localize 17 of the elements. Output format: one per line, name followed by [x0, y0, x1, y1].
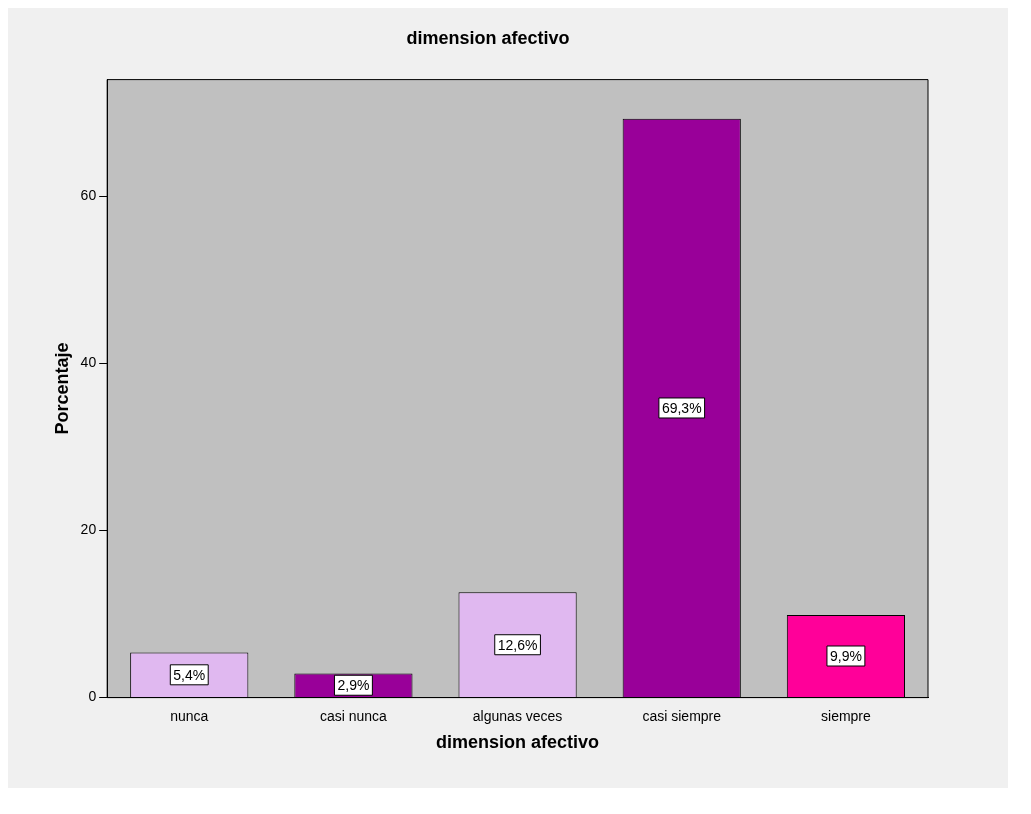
x-tick-label: casi siempre	[642, 707, 722, 724]
x-tick-label: algunas veces	[472, 707, 563, 724]
chart-title: dimension afectivo	[406, 27, 570, 48]
data-label: 69,3%	[661, 399, 702, 416]
x-tick-label: nunca	[170, 707, 209, 724]
data-label: 5,4%	[173, 666, 206, 683]
data-label: 2,9%	[337, 677, 370, 694]
x-axis-title: dimension afectivo	[436, 732, 600, 753]
y-tick-label: 60	[80, 187, 97, 204]
y-tick-label: 20	[80, 521, 97, 538]
data-label: 9,9%	[829, 647, 862, 664]
y-axis-title: Porcentaje	[51, 342, 72, 435]
x-tick-label: casi nunca	[319, 707, 388, 724]
data-label: 12,6%	[497, 636, 538, 653]
x-tick-label: siempre	[821, 707, 872, 724]
y-tick-label: 0	[88, 688, 97, 705]
y-tick-label: 40	[80, 354, 97, 371]
